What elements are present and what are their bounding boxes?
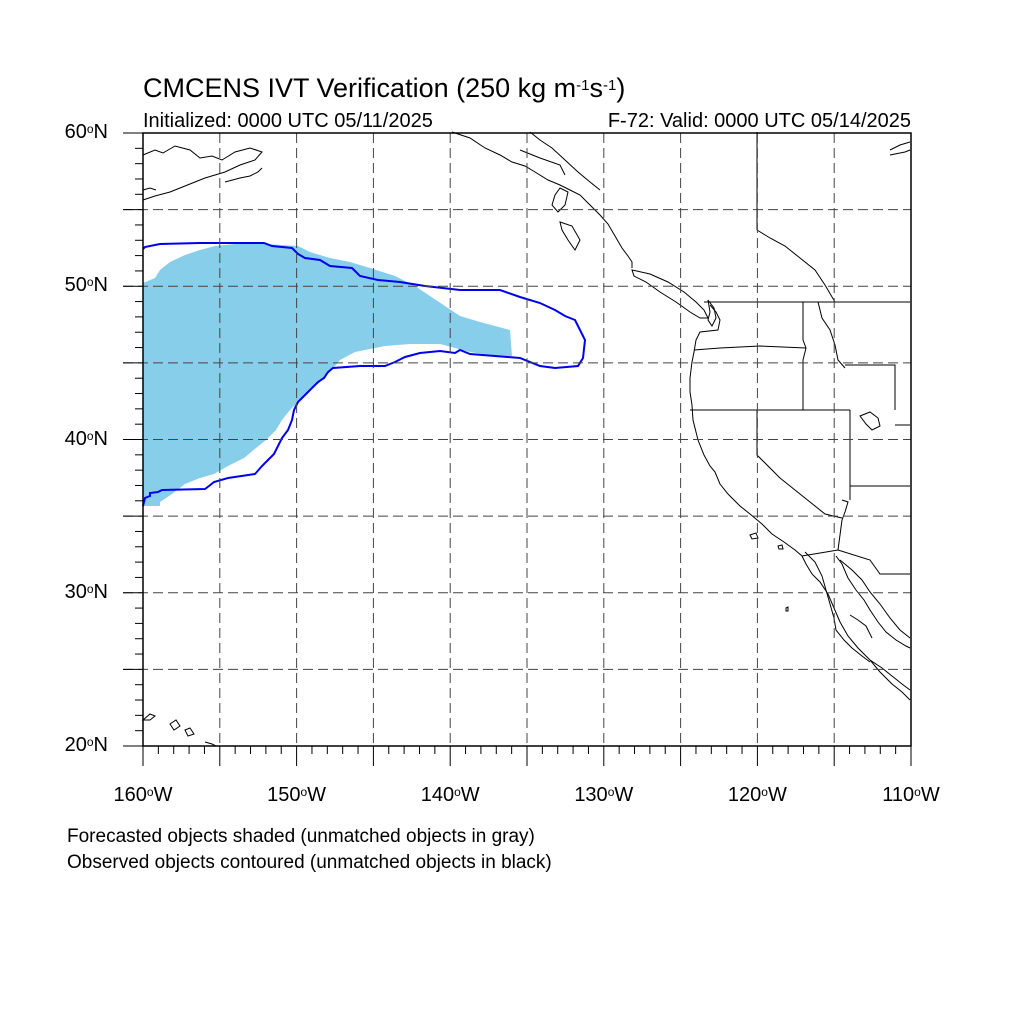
valid-time: F-72: Valid: 0000 UTC 05/14/2025 xyxy=(607,110,911,132)
lon-label: 130oW xyxy=(574,784,634,806)
axis-ticks xyxy=(123,132,912,766)
lon-label: 110oW xyxy=(882,784,940,806)
title-exponent-1: -1 xyxy=(576,77,590,94)
lon-label: 120oW xyxy=(727,784,787,806)
forecast-note: Forecasted objects shaded (unmatched obj… xyxy=(67,826,535,847)
lat-label: 60oN xyxy=(64,121,108,143)
lat-label: 20oN xyxy=(64,734,108,756)
political-boundaries xyxy=(690,132,910,575)
lon-label: 160oW xyxy=(113,784,173,806)
lon-label: 150oW xyxy=(267,784,327,806)
lat-lon-grid xyxy=(123,133,911,746)
lon-label: 140oW xyxy=(420,784,480,806)
forecast-object xyxy=(143,244,512,506)
init-time: Initialized: 0000 UTC 05/11/2025 xyxy=(143,110,433,132)
map-title: CMCENS IVT Verification (250 kg m-1s-1) xyxy=(143,73,626,103)
observed-object-contour xyxy=(142,242,587,507)
lat-label: 30oN xyxy=(64,580,108,603)
observed-note: Observed objects contoured (unmatched ob… xyxy=(67,852,552,873)
title-exponent-2: -1 xyxy=(603,77,617,94)
lat-label: 40oN xyxy=(64,427,108,450)
lat-label: 50oN xyxy=(64,274,108,297)
